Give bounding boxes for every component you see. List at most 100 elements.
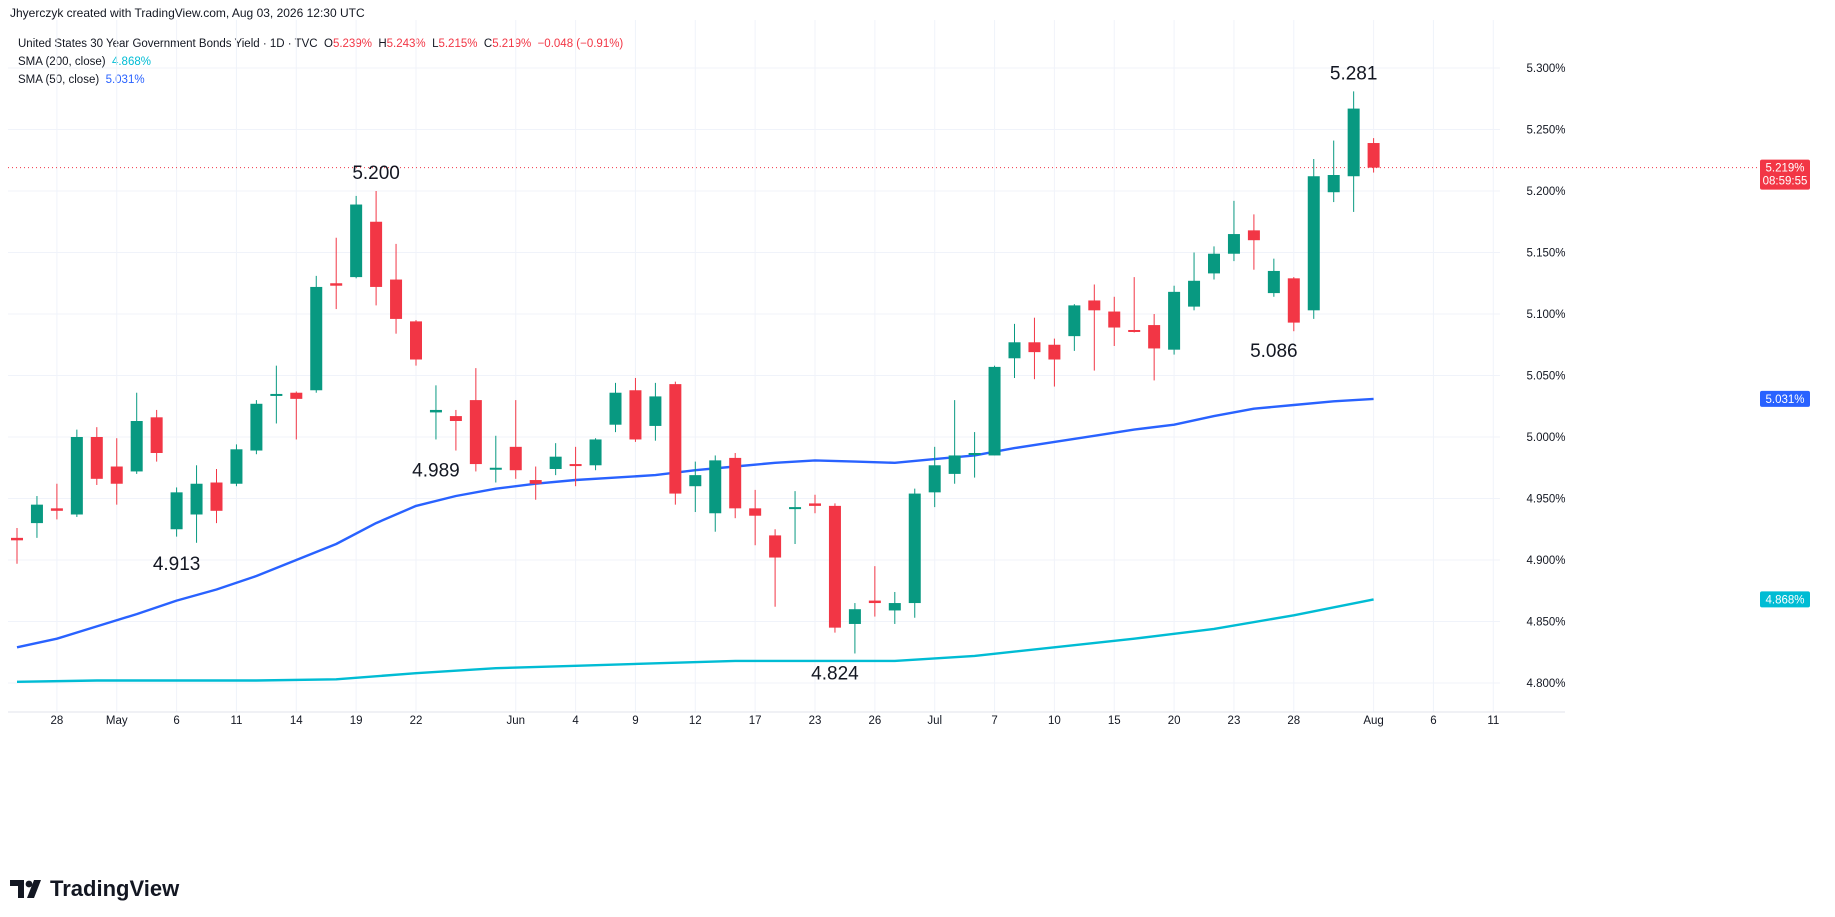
candle: [130, 392, 143, 474]
candle-body: [489, 467, 502, 470]
candle-body: [789, 507, 802, 510]
candle: [1208, 246, 1220, 280]
candle-body: [250, 403, 263, 451]
candle-body: [30, 504, 43, 524]
x-tick-label: 15: [1108, 715, 1121, 727]
candle: [1168, 285, 1181, 355]
candle: [1287, 277, 1300, 332]
candle: [1367, 138, 1380, 173]
candle-body: [1068, 305, 1081, 337]
candle: [90, 427, 103, 485]
price-annotations: 4.913 5.200 4.989 4.824 5.086 5.281: [153, 63, 1378, 684]
sma200-tag: 4.868%: [1760, 591, 1810, 608]
candle-body: [1108, 311, 1121, 328]
candle: [11, 528, 23, 564]
candle-body: [11, 537, 23, 541]
candle: [1068, 304, 1081, 351]
candle: [709, 455, 722, 532]
last-price-tag-bg: [1760, 159, 1810, 190]
y-tick-label: 5.300%: [1526, 63, 1565, 75]
candle: [30, 496, 43, 538]
candle-body: [1008, 342, 1021, 359]
legend-sma200-label: SMA (200, close): [18, 56, 106, 68]
price-annotation: 5.281: [1330, 63, 1378, 84]
time-axis[interactable]: 28 May 6 11 14 19 22 Jun 4 9 12 17 23 26 Jul 7 10 15 20 23 2…: [51, 715, 1500, 727]
candle: [449, 409, 462, 451]
candle-body: [170, 492, 183, 530]
legend-symbol: United States 30 Year Government Bonds Y…: [18, 38, 318, 50]
x-tick-label: 7: [991, 715, 997, 727]
candle: [828, 503, 841, 633]
candle-body: [1028, 342, 1041, 353]
y-tick-label: 4.950%: [1526, 494, 1565, 506]
candle-body: [669, 384, 682, 494]
candle: [230, 444, 243, 487]
candle-body: [868, 600, 881, 604]
candle-body: [609, 392, 622, 425]
candles: [11, 91, 1380, 654]
legend-open-value: 5.239%: [332, 38, 372, 50]
candle: [689, 461, 702, 513]
candle: [150, 409, 163, 462]
candle-body: [689, 475, 702, 487]
candle: [250, 400, 263, 455]
candle-body: [310, 286, 323, 391]
x-tick-label: 4: [572, 715, 579, 727]
candle-body: [469, 400, 482, 465]
x-tick-label: 20: [1168, 715, 1181, 727]
x-tick-label: 26: [868, 715, 881, 727]
candle: [170, 487, 183, 537]
price-axis[interactable]: 4.800% 4.850% 4.900% 4.950% 5.000% 5.050% 5.10…: [1526, 63, 1565, 690]
candle-body: [769, 535, 782, 558]
x-tick-label: Jul: [927, 715, 942, 727]
x-tick-label: 6: [173, 715, 179, 727]
tradingview-logo[interactable]: TradingView: [10, 876, 179, 902]
candle-body: [809, 503, 821, 506]
sma50-tag: 5.031%: [1760, 390, 1810, 407]
x-tick-label: 14: [290, 715, 303, 727]
candle: [50, 483, 63, 520]
candle: [749, 489, 762, 546]
chart-credit: Jhyerczyk created with TradingView.com, …: [10, 6, 365, 20]
candle: [1008, 323, 1021, 378]
last-price-tag: 5.219%08:59:55: [1760, 159, 1810, 190]
x-tick-label: 28: [1287, 715, 1300, 727]
candle-body: [948, 455, 961, 474]
x-tick-label: 12: [689, 715, 702, 727]
x-tick-label: 22: [410, 715, 423, 727]
candle: [1148, 314, 1161, 381]
candle: [210, 468, 223, 524]
legend-open-label: O: [323, 38, 333, 50]
candle-body: [928, 465, 941, 493]
candle: [529, 466, 542, 500]
legend-low-label: L: [432, 38, 439, 50]
x-tick-label: May: [106, 715, 128, 727]
candle-body: [509, 446, 522, 471]
candle-body: [390, 279, 403, 319]
sma50-tag-bg: [1760, 390, 1810, 407]
x-tick-label: 23: [809, 715, 822, 727]
candle-body: [1287, 278, 1300, 323]
countdown-text: 08:59:55: [1763, 176, 1808, 188]
candle-body: [290, 392, 303, 399]
y-tick-label: 5.150%: [1526, 248, 1565, 260]
legend-close-value: 5.219%: [492, 38, 532, 50]
candle-body: [1188, 280, 1201, 307]
y-tick-label: 4.800%: [1526, 678, 1565, 690]
price-annotation: 4.824: [811, 663, 859, 684]
last-price-tag-text: 5.219%: [1765, 163, 1804, 175]
candle-body: [350, 204, 363, 278]
candle: [1108, 296, 1121, 346]
y-tick-label: 5.200%: [1526, 186, 1565, 198]
legend-sma50-label: SMA (50, close): [18, 74, 100, 86]
sma200-tag-bg: [1760, 591, 1810, 608]
candle-body: [410, 321, 422, 360]
x-tick-label: 10: [1048, 715, 1061, 727]
candle-body: [908, 493, 921, 604]
candle: [669, 381, 682, 505]
candle-body: [110, 466, 123, 484]
candle-body: [210, 482, 223, 511]
candle-body: [330, 283, 343, 286]
candle: [390, 243, 403, 334]
